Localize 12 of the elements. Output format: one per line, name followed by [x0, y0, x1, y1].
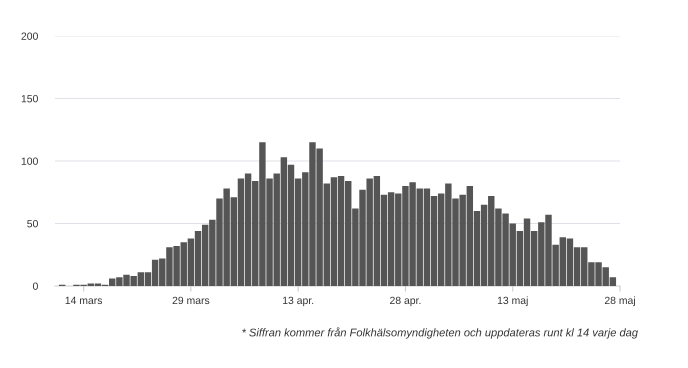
- x-tick-label: 28 maj: [604, 296, 635, 306]
- x-tick-label: 13 maj: [498, 296, 528, 306]
- x-tick-label: 13 apr.: [283, 296, 314, 306]
- x-tick-label: 29 mars: [172, 296, 210, 304]
- y-tick-label: 150: [22, 95, 38, 102]
- y-tick-label: 0: [32, 282, 38, 290]
- y-tick-label: 50: [27, 220, 38, 228]
- x-tick-label: 14 mars: [66, 296, 102, 304]
- x-tick-label: 28 apr.: [390, 296, 420, 306]
- y-tick-label: 100: [22, 158, 38, 165]
- y-tick-label: 200: [21, 32, 38, 40]
- text: * Siffran kommer från Folkhälsomyndigheten och uppdateras runt kl 14 varje dag: [242, 327, 638, 339]
